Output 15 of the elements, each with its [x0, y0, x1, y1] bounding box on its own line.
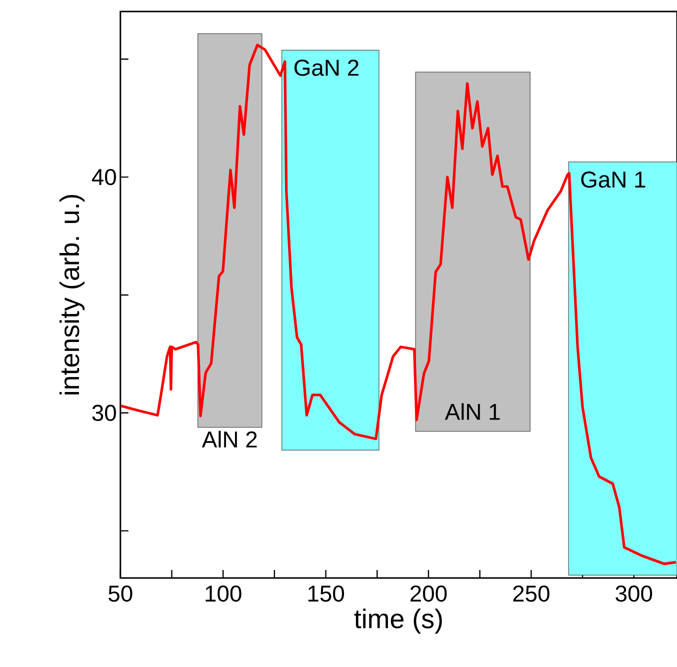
band-label: AlN 1 [444, 403, 500, 420]
band-label: AlN 2 [202, 430, 257, 448]
x-tick-label: 250 [513, 586, 550, 602]
y-tick-label: 30 [92, 404, 116, 422]
x-tick-label: 150 [308, 586, 344, 602]
y-axis-title: intensity (arb. u.) [59, 195, 85, 394]
y-tick-label: 40 [92, 168, 116, 186]
line-series [120, 44, 677, 566]
x-tick-label: 200 [410, 586, 447, 602]
x-tick-label: 300 [616, 586, 652, 602]
x-axis-title: time (s) [354, 608, 442, 634]
x-tick-label: 100 [206, 586, 242, 602]
band-label: GaN 1 [581, 171, 646, 188]
x-tick-label: 50 [108, 586, 132, 602]
band-label: GaN 2 [294, 60, 358, 76]
